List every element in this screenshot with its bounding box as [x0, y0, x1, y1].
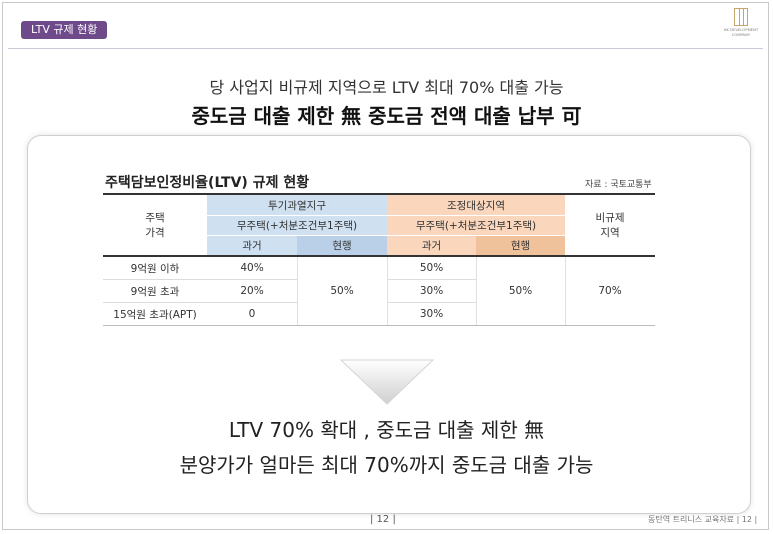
- summary-line-2: 분양가가 얼마든 최대 70%까지 중도금 대출 가능: [179, 453, 594, 477]
- headline-sub: 당 사업지 비규제 지역으로 LTV 최대 70% 대출 가능: [209, 78, 564, 97]
- footer-text: 동탄역 트리니스 교육자료 | 12 |: [648, 515, 758, 524]
- row-divider: [387, 302, 476, 303]
- row-label: 9억원 이하: [130, 262, 180, 275]
- row-label: 15억원 초과(APT): [113, 308, 197, 321]
- section-tag: LTV 규제 현황: [21, 21, 108, 39]
- g2-now-value: 50%: [508, 285, 533, 297]
- row-g2-past: 50%: [419, 262, 444, 274]
- row-g1-past: 0: [248, 308, 256, 320]
- group1-now: 현행: [297, 235, 387, 255]
- logo-mark-icon: [734, 8, 748, 26]
- header-line: [207, 235, 565, 236]
- page-number: | 12 |: [370, 514, 396, 525]
- summary-line-1: LTV 70% 확대 , 중도금 대출 제한 無: [228, 418, 545, 442]
- row-g1-past: 20%: [240, 285, 264, 297]
- row-header-label: 주택 가격: [145, 212, 165, 239]
- row-g1-past: 40%: [240, 262, 264, 274]
- header-divider: [8, 48, 763, 49]
- group2-name: 조정대상지역: [387, 195, 565, 215]
- down-arrow-icon: [339, 359, 435, 405]
- g1-now-value: 50%: [330, 285, 354, 297]
- table-source: 자료 : 국토교통부: [585, 180, 652, 190]
- g3-value: 70%: [598, 285, 622, 297]
- group2-past: 과거: [387, 235, 476, 255]
- row-divider: [103, 279, 297, 280]
- col-divider: [387, 257, 388, 325]
- row-divider: [387, 279, 476, 280]
- group3-name: 비규제 지역: [595, 212, 625, 239]
- col-divider: [297, 257, 298, 325]
- row-divider: [103, 302, 297, 303]
- header-line: [207, 215, 565, 216]
- table-bottom-border: [103, 325, 655, 326]
- col-divider: [565, 257, 566, 325]
- headline-main: 중도금 대출 제한 無 중도금 전액 대출 납부 可: [191, 104, 582, 128]
- header-bottom-border: [103, 255, 655, 257]
- table-title: 주택담보인정비율(LTV) 규제 현황: [105, 175, 310, 191]
- group1-sub: 무주택(+처분조건부1주택): [207, 215, 387, 235]
- company-logo: HK DEVELOPMENT COMPANY: [718, 8, 764, 42]
- group2-sub: 무주택(+처분조건부1주택): [387, 215, 565, 235]
- group1-past: 과거: [207, 235, 297, 255]
- group1-name: 투기과열지구: [207, 195, 387, 215]
- row-g2-past: 30%: [419, 285, 444, 297]
- row-label: 9억원 초과: [130, 285, 180, 298]
- col-divider: [476, 257, 477, 325]
- group2-now: 현행: [476, 235, 565, 255]
- logo-text: HK DEVELOPMENT COMPANY: [723, 28, 759, 37]
- row-g2-past: 30%: [419, 308, 444, 320]
- table-top-border: [103, 193, 655, 195]
